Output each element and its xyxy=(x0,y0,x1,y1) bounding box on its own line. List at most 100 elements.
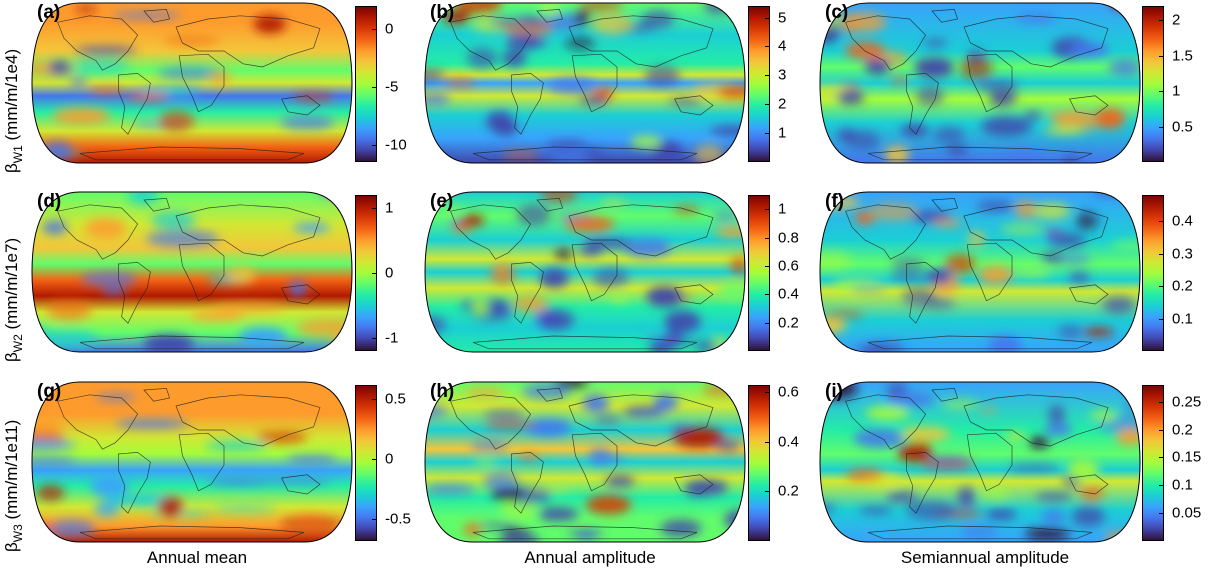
colorbar-gradient xyxy=(748,385,770,541)
colorbar: 1 0.8 0.6 0.4 0.2 xyxy=(748,195,808,351)
coastline-outlines xyxy=(57,388,321,540)
coastline-outlines xyxy=(57,198,321,350)
row-label-subscript: W1 xyxy=(11,145,25,164)
colorbar-tickmark xyxy=(372,459,377,461)
colorbar-tickmark xyxy=(1159,401,1164,403)
colorbar-tick-label: 0.4 xyxy=(778,285,799,303)
colorbar-tick-label: 0 xyxy=(385,20,394,38)
row-label-symbol: β xyxy=(2,163,21,173)
colorbar-tickmark xyxy=(765,133,770,135)
panel-label: (i) xyxy=(825,381,843,402)
colorbar-tick-label: 0.6 xyxy=(778,257,799,275)
colorbar-tickmark xyxy=(765,75,770,77)
colorbar: 0.4 0.3 0.2 0.1 xyxy=(1142,195,1202,351)
row-label-symbol: β xyxy=(2,352,21,362)
colorbar-tick-label: -1 xyxy=(385,329,399,347)
panel-label: (h) xyxy=(430,381,455,402)
colorbar-tick-label: 0.2 xyxy=(1172,421,1193,439)
row-label-unit: (mm/m/1e4) xyxy=(2,48,21,146)
colorbar-tickmark xyxy=(1159,429,1164,431)
column-label: Semiannual amplitude xyxy=(900,548,1070,567)
colorbar: 0.6 0.4 0.2 xyxy=(748,385,808,541)
colorbar-tickmark xyxy=(372,399,377,401)
colorbar-tickmark xyxy=(765,294,770,296)
colorbar-tick-label: 0.5 xyxy=(385,390,406,408)
colorbar-tick-label: 0.1 xyxy=(1172,310,1193,327)
colorbar: 0 -5 -10 xyxy=(355,6,415,162)
row-label-unit: (mm/m/1e7) xyxy=(2,237,21,335)
colorbar-tick-label: 0.15 xyxy=(1172,448,1202,466)
colorbar-tick-label: 0 xyxy=(385,264,394,282)
colorbar-gradient xyxy=(1142,195,1164,351)
colorbar-gradient xyxy=(1142,6,1164,162)
panel-label: (d) xyxy=(37,191,62,212)
colorbar-tickmark xyxy=(765,491,770,493)
colorbar-tick-label: 0.25 xyxy=(1172,393,1202,411)
colorbar-tickmark xyxy=(765,441,770,443)
colorbar-tickmark xyxy=(1159,20,1164,22)
colorbar-tick-label: 2 xyxy=(1172,11,1181,29)
colorbar-tickmark xyxy=(1159,286,1164,287)
colorbar-tickmark xyxy=(372,144,377,146)
map-panel: (b) xyxy=(424,2,746,164)
colorbar-tick-label: 5 xyxy=(778,9,787,27)
colorbar: 2 1.5 1 0.5 xyxy=(1142,6,1202,162)
coastline-outlines xyxy=(845,198,1109,350)
row-axis-label: βW3 (mm/m/1e11) xyxy=(2,420,25,552)
row-label-subscript: W2 xyxy=(11,334,25,353)
colorbar-tickmark xyxy=(765,209,770,211)
colorbar-tickmark xyxy=(1159,513,1164,515)
colorbar-gradient xyxy=(355,385,377,541)
colorbar-tick-label: 0.5 xyxy=(1172,118,1193,136)
panel-label: (a) xyxy=(37,2,61,23)
colorbar-tick-label: 0.2 xyxy=(778,314,799,332)
map-panel: (a) xyxy=(31,2,353,164)
colorbar: 5 4 3 2 1 xyxy=(748,6,808,162)
row-label-symbol: β xyxy=(2,542,21,552)
coastline-outlines xyxy=(450,198,714,350)
colorbar-tickmark xyxy=(765,392,770,394)
map-panel: (e) xyxy=(424,191,746,353)
colorbar-tickmark xyxy=(1159,221,1164,222)
colorbar-tick-label: 1 xyxy=(778,200,787,218)
colorbar-tick-label: 4 xyxy=(778,37,787,55)
map-field xyxy=(424,381,746,543)
panel-label: (c) xyxy=(825,2,849,23)
row-axis-label: βW2 (mm/m/1e7) xyxy=(2,237,25,362)
colorbar-tickmark xyxy=(1159,253,1164,255)
colorbar-tickmark xyxy=(1159,457,1164,459)
colorbar-tick-label: 0.2 xyxy=(778,482,799,500)
colorbar-tick-label: 0.4 xyxy=(778,433,799,451)
colorbar-tickmark xyxy=(765,265,770,267)
map-panel: (c) xyxy=(819,2,1141,164)
colorbar: 1 0 -1 xyxy=(355,195,415,351)
colorbar-gradient xyxy=(355,6,377,162)
colorbar-tick-label: 0.1 xyxy=(1172,476,1193,494)
colorbar-tick-label: 0.6 xyxy=(778,383,799,401)
colorbar-tickmark xyxy=(1159,485,1164,487)
colorbar: 0.5 0 -0.5 xyxy=(355,385,415,541)
colorbar-tickmark xyxy=(372,86,377,88)
colorbar-tickmark xyxy=(765,104,770,106)
coastline-outlines xyxy=(450,388,714,540)
colorbar-tick-label: 1 xyxy=(1172,82,1181,100)
colorbar-tick-label: -0.5 xyxy=(385,510,411,528)
colorbar-tickmark xyxy=(372,338,377,339)
coastline-outlines xyxy=(845,9,1109,161)
colorbar-tick-label: 1 xyxy=(778,124,787,142)
map-panel: (g) xyxy=(31,381,353,543)
panel-label: (b) xyxy=(430,2,455,23)
colorbar-tick-label: 3 xyxy=(778,66,787,84)
coastline-outlines xyxy=(57,9,321,161)
colorbar-tick-label: 0 xyxy=(385,450,394,468)
map-field xyxy=(31,381,353,543)
colorbar-tick-label: 2 xyxy=(778,95,787,113)
colorbar-tick-label: -5 xyxy=(385,78,399,96)
colorbar-tickmark xyxy=(372,273,377,274)
panel-label: (f) xyxy=(825,191,844,212)
colorbar-tickmark xyxy=(765,322,770,324)
colorbar-tickmark xyxy=(1159,55,1164,57)
panel-label: (g) xyxy=(37,381,62,402)
colorbar-gradient xyxy=(748,195,770,351)
map-field xyxy=(424,191,746,353)
